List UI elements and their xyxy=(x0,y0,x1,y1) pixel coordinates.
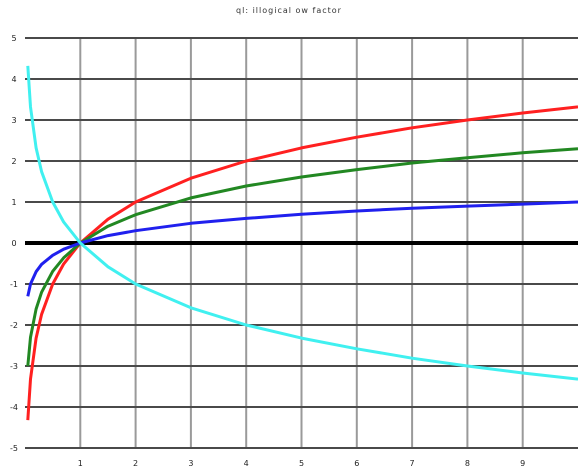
grid xyxy=(25,37,578,449)
x-tick-label-6: 7 xyxy=(410,459,415,468)
y-tick-label-1: -4 xyxy=(10,403,18,412)
x-tick-label-1: 2 xyxy=(133,459,138,468)
series-line-3 xyxy=(26,65,578,381)
x-tick-label-4: 5 xyxy=(299,459,304,468)
x-tick-label-7: 8 xyxy=(465,459,470,468)
y-tick-label-2: -3 xyxy=(10,362,18,371)
x-tick-labels: 1 2 3 4 5 6 7 8 9 xyxy=(78,459,525,468)
y-tick-label-9: 4 xyxy=(11,75,16,84)
y-tick-label-6: 1 xyxy=(11,198,16,207)
x-tick-label-3: 4 xyxy=(244,459,249,468)
y-tick-label-5: 0 xyxy=(11,239,16,248)
series-line-2 xyxy=(26,200,578,297)
y-tick-label-3: -2 xyxy=(10,321,18,330)
y-tick-label-8: 3 xyxy=(11,116,16,125)
x-tick-label-0: 1 xyxy=(78,459,83,468)
y-tick-label-0: -5 xyxy=(10,444,18,453)
y-tick-label-10: 5 xyxy=(11,34,16,43)
x-tick-label-8: 9 xyxy=(520,459,525,468)
series-group xyxy=(26,65,578,421)
series-line-0 xyxy=(26,105,578,421)
x-tick-label-5: 6 xyxy=(354,459,359,468)
y-tick-label-7: 2 xyxy=(11,157,16,166)
y-tick-labels: -5 -4 -3 -2 -1 0 1 2 3 4 5 xyxy=(10,34,18,453)
y-tick-label-4: -1 xyxy=(10,280,18,289)
chart-title: ql: illogical ow factor xyxy=(236,6,342,15)
x-tick-label-2: 3 xyxy=(188,459,193,468)
series-line-1 xyxy=(26,147,578,367)
